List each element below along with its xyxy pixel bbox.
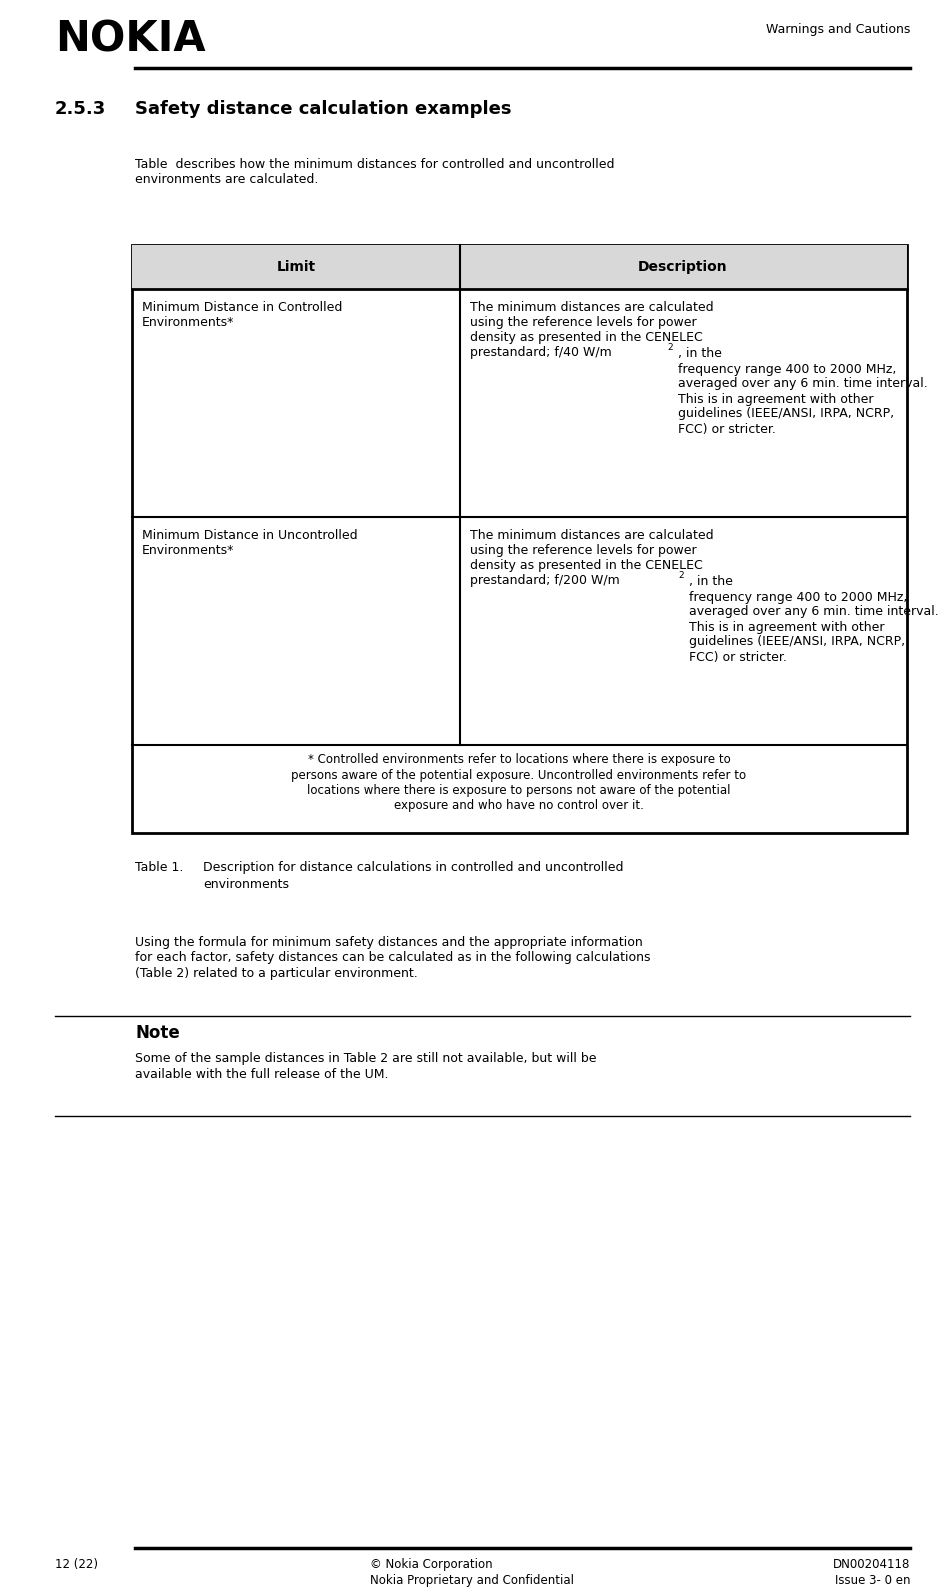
Text: exposure and who have no control over it.: exposure and who have no control over it…	[394, 800, 644, 812]
Text: Description: Description	[639, 260, 727, 275]
Bar	[132, 246, 907, 289]
Text: 2: 2	[678, 571, 684, 581]
Text: Nokia Proprietary and Confidential: Nokia Proprietary and Confidential	[370, 1574, 574, 1586]
Text: Description for distance calculations in controlled and uncontrolled: Description for distance calculations in…	[203, 860, 623, 875]
Text: , in the
frequency range 400 to 2000 MHz,
averaged over any 6 min. time interval: , in the frequency range 400 to 2000 MHz…	[689, 576, 938, 664]
Text: Minimum Distance in Controlled
Environments*: Minimum Distance in Controlled Environme…	[142, 302, 342, 329]
Text: Table  describes how the minimum distances for controlled and uncontrolled
envir: Table describes how the minimum distance…	[135, 158, 615, 187]
Text: Issue 3- 0 en: Issue 3- 0 en	[834, 1574, 910, 1586]
Text: (Table 2) related to a particular environment.: (Table 2) related to a particular enviro…	[135, 967, 418, 980]
Text: available with the full release of the UM.: available with the full release of the U…	[135, 1068, 389, 1080]
Text: 2.5.3: 2.5.3	[55, 101, 106, 118]
Text: 2: 2	[667, 343, 673, 353]
Text: environments: environments	[203, 878, 289, 891]
Text: , in the
frequency range 400 to 2000 MHz,
averaged over any 6 min. time interval: , in the frequency range 400 to 2000 MHz…	[678, 348, 928, 436]
Text: Note: Note	[135, 1025, 180, 1042]
Text: persons aware of the potential exposure. Uncontrolled environments refer to: persons aware of the potential exposure.…	[291, 769, 746, 782]
Text: Some of the sample distances in Table 2 are still not available, but will be: Some of the sample distances in Table 2 …	[135, 1052, 597, 1065]
Text: 12 (22): 12 (22)	[55, 1558, 98, 1570]
Text: Limit: Limit	[276, 260, 316, 275]
Text: The minimum distances are calculated
using the reference levels for power
densit: The minimum distances are calculated usi…	[470, 528, 713, 587]
Bar	[132, 246, 907, 833]
Text: The minimum distances are calculated
using the reference levels for power
densit: The minimum distances are calculated usi…	[470, 302, 713, 359]
Text: © Nokia Corporation: © Nokia Corporation	[370, 1558, 493, 1570]
Text: Safety distance calculation examples: Safety distance calculation examples	[135, 101, 512, 118]
Text: Table 1.: Table 1.	[135, 860, 184, 875]
Text: Warnings and Cautions: Warnings and Cautions	[765, 22, 910, 37]
Text: DN00204118: DN00204118	[832, 1558, 910, 1570]
Text: locations where there is exposure to persons not aware of the potential: locations where there is exposure to per…	[307, 784, 730, 796]
Text: NOKIA: NOKIA	[55, 18, 205, 61]
Text: * Controlled environments refer to locations where there is exposure to: * Controlled environments refer to locat…	[307, 753, 730, 766]
Text: Using the formula for minimum safety distances and the appropriate information: Using the formula for minimum safety dis…	[135, 935, 642, 950]
Text: Minimum Distance in Uncontrolled
Environments*: Minimum Distance in Uncontrolled Environ…	[142, 528, 358, 557]
Text: for each factor, safety distances can be calculated as in the following calculat: for each factor, safety distances can be…	[135, 951, 651, 964]
